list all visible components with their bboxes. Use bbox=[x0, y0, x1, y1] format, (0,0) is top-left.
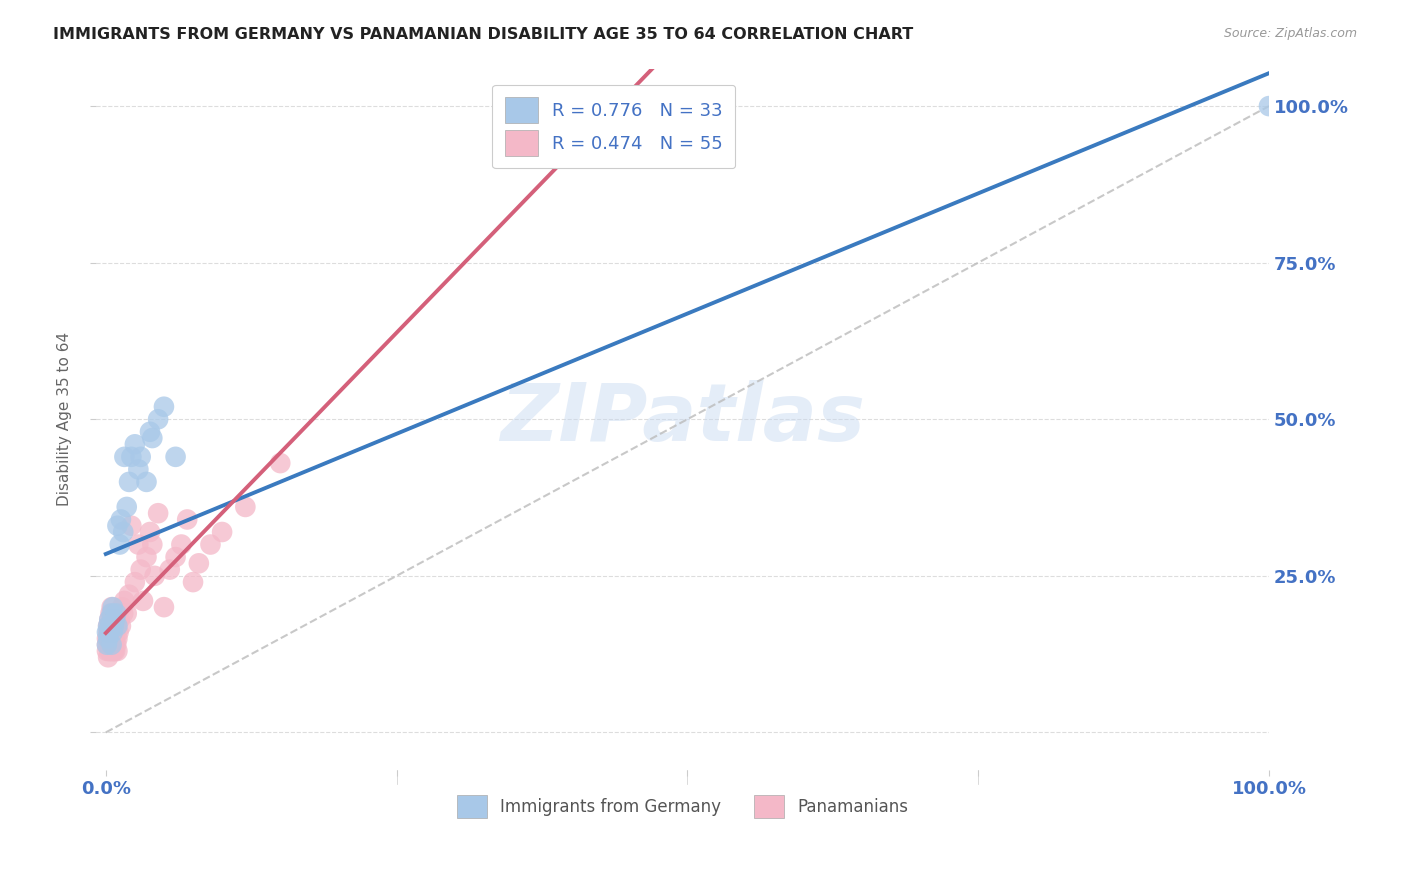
Point bbox=[118, 475, 141, 489]
Point bbox=[112, 524, 135, 539]
Point bbox=[146, 412, 169, 426]
Legend: Immigrants from Germany, Panamanians: Immigrants from Germany, Panamanians bbox=[450, 788, 915, 825]
Point bbox=[132, 594, 155, 608]
Point bbox=[105, 638, 128, 652]
Point bbox=[100, 600, 122, 615]
Point bbox=[104, 632, 127, 646]
Y-axis label: Disability Age 35 to 64: Disability Age 35 to 64 bbox=[58, 332, 72, 507]
Point bbox=[129, 563, 152, 577]
Point bbox=[120, 450, 142, 464]
Point bbox=[211, 524, 233, 539]
Point bbox=[108, 537, 131, 551]
Point bbox=[112, 594, 135, 608]
Point bbox=[97, 625, 120, 640]
Point bbox=[96, 644, 118, 658]
Point bbox=[112, 450, 135, 464]
Point bbox=[235, 500, 257, 514]
Point bbox=[139, 425, 162, 439]
Point bbox=[100, 632, 122, 646]
Point bbox=[120, 518, 142, 533]
Point bbox=[96, 638, 118, 652]
Point bbox=[105, 607, 128, 621]
Point bbox=[97, 632, 120, 646]
Point bbox=[115, 500, 138, 514]
Point bbox=[104, 613, 127, 627]
Point bbox=[100, 619, 122, 633]
Point bbox=[100, 638, 122, 652]
Point bbox=[103, 619, 125, 633]
Point bbox=[269, 456, 291, 470]
Point bbox=[103, 644, 125, 658]
Point bbox=[141, 537, 163, 551]
Text: IMMIGRANTS FROM GERMANY VS PANAMANIAN DISABILITY AGE 35 TO 64 CORRELATION CHART: IMMIGRANTS FROM GERMANY VS PANAMANIAN DI… bbox=[53, 27, 914, 42]
Point bbox=[110, 619, 132, 633]
Point bbox=[127, 462, 149, 476]
Point bbox=[101, 613, 124, 627]
Point bbox=[98, 625, 121, 640]
Point bbox=[112, 607, 135, 621]
Point bbox=[127, 537, 149, 551]
Text: Source: ZipAtlas.com: Source: ZipAtlas.com bbox=[1223, 27, 1357, 40]
Point bbox=[98, 613, 121, 627]
Point bbox=[176, 512, 198, 526]
Point bbox=[100, 607, 122, 621]
Point bbox=[115, 607, 138, 621]
Point bbox=[97, 650, 120, 665]
Point bbox=[170, 537, 193, 551]
Point bbox=[96, 638, 118, 652]
Point bbox=[100, 607, 122, 621]
Point bbox=[101, 600, 124, 615]
Point bbox=[97, 619, 120, 633]
Point bbox=[1258, 99, 1281, 113]
Point bbox=[111, 600, 134, 615]
Point bbox=[118, 588, 141, 602]
Point bbox=[165, 549, 187, 564]
Point bbox=[101, 632, 124, 646]
Point bbox=[135, 549, 157, 564]
Point bbox=[124, 575, 146, 590]
Point bbox=[98, 619, 121, 633]
Text: ZIPatlas: ZIPatlas bbox=[501, 380, 865, 458]
Point bbox=[181, 575, 204, 590]
Point bbox=[100, 638, 122, 652]
Point bbox=[97, 619, 120, 633]
Point bbox=[104, 644, 127, 658]
Point bbox=[153, 600, 176, 615]
Point bbox=[100, 644, 122, 658]
Point bbox=[103, 619, 125, 633]
Point bbox=[129, 450, 152, 464]
Point bbox=[101, 644, 124, 658]
Point bbox=[98, 613, 121, 627]
Point bbox=[135, 475, 157, 489]
Point bbox=[107, 644, 129, 658]
Point bbox=[153, 400, 176, 414]
Point bbox=[159, 563, 181, 577]
Point bbox=[187, 557, 209, 571]
Point bbox=[98, 644, 121, 658]
Point bbox=[143, 569, 166, 583]
Point bbox=[105, 619, 128, 633]
Point bbox=[96, 632, 118, 646]
Point bbox=[100, 625, 122, 640]
Point bbox=[141, 431, 163, 445]
Point bbox=[110, 512, 132, 526]
Point bbox=[165, 450, 187, 464]
Point bbox=[139, 524, 162, 539]
Point bbox=[107, 625, 129, 640]
Point bbox=[108, 613, 131, 627]
Point bbox=[107, 518, 129, 533]
Point bbox=[101, 625, 124, 640]
Point bbox=[124, 437, 146, 451]
Point bbox=[107, 619, 129, 633]
Point bbox=[146, 506, 169, 520]
Point bbox=[107, 632, 129, 646]
Point bbox=[96, 625, 118, 640]
Point bbox=[200, 537, 222, 551]
